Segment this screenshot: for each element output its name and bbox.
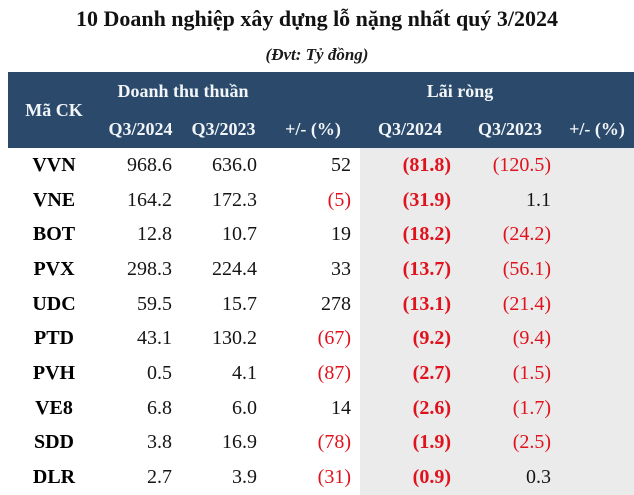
stock-code-cell: VNE (32, 188, 76, 211)
stock-code-cell: VVN (32, 153, 76, 176)
revenue-q3-2024-cell: 6.8 (147, 396, 172, 419)
profit-q3-2023-cell: (24.2) (460, 217, 561, 253)
profit-q3-2024-cell: (2.6) (360, 390, 460, 426)
profit-q3-2023-cell: (9.4) (460, 321, 561, 357)
profit-q3-2023-cell: (56.1) (460, 252, 561, 287)
table-body: VVN 968.6 636.0 52 (81.8) (120.5) VNE 164.2 172.… (8, 148, 634, 495)
profit-q3-2023-cell: (1.7) (460, 390, 561, 426)
group-header-row: Mã CK Doanh thu thuần Lãi ròng (8, 72, 634, 148)
table-row: DLR 2.7 3.9 (31) (0.9) 0.3 (8, 460, 634, 495)
revenue-q3-2023-cell: 15.7 (222, 292, 257, 315)
profit-q3-2024-cell: (81.8) (360, 148, 460, 183)
table-row: VE8 6.8 6.0 14 (2.6) (1.7) (8, 390, 634, 426)
group-header-revenue: Doanh thu thuần (100, 72, 266, 110)
profit-q3-2024-cell: (13.7) (360, 252, 460, 287)
header-cell-profit-change: +/- (%) (560, 110, 634, 148)
profit-q3-2023-cell: 1.1 (460, 182, 561, 218)
profit-change-cell (560, 148, 634, 183)
revenue-q3-2024-cell: 43.1 (137, 327, 172, 350)
page-title: 10 Doanh nghiệp xây dựng lỗ nặng nhất qu… (75, 6, 559, 31)
table-row: SDD 3.8 16.9 (78) (1.9) (2.5) (8, 425, 634, 461)
profit-q3-2023-cell: (21.4) (460, 286, 561, 322)
profit-q3-2024-cell: (1.9) (360, 425, 460, 461)
profit-q3-2023-cell: (120.5) (460, 148, 561, 183)
revenue-change-cell: (67) (317, 327, 351, 350)
revenue-q3-2023-cell: 172.3 (212, 188, 257, 211)
stock-code-cell: PVH (32, 361, 76, 384)
revenue-change-cell: 19 (331, 223, 351, 246)
revenue-q3-2024-cell: 968.6 (127, 153, 172, 176)
table-row: UDC 59.5 15.7 278 (13.1) (21.4) (8, 286, 634, 322)
revenue-change-cell: (31) (317, 466, 351, 489)
header-cell-revenue-q3-2024: Q3/2024 (100, 110, 181, 148)
profit-change-cell (560, 356, 634, 391)
profit-change-cell (560, 425, 634, 461)
profit-q3-2024-cell: (2.7) (360, 356, 460, 391)
profit-change-cell (560, 390, 634, 426)
profit-change-cell (560, 286, 634, 322)
profit-q3-2024-cell: (0.9) (360, 460, 460, 495)
revenue-q3-2023-cell: 10.7 (222, 223, 257, 246)
table-row: VNE 164.2 172.3 (5) (31.9) 1.1 (8, 182, 634, 218)
stock-code-cell: SDD (33, 431, 74, 454)
header-cell-revenue-change: +/- (%) (266, 110, 360, 148)
revenue-q3-2024-cell: 59.5 (137, 292, 172, 315)
loss-table: Mã CK Doanh thu thuần Lãi ròng Q3/2024 Q… (8, 72, 634, 495)
header-cell-revenue-q3-2023: Q3/2023 (181, 110, 266, 148)
profit-q3-2024-cell: (31.9) (360, 182, 460, 218)
header-spacer (560, 72, 634, 110)
stock-code-cell: PVX (33, 257, 75, 280)
sub-header-row: Q3/2024 Q3/2023 +/- (%) Q3/2024 Q3/2023 … (8, 110, 634, 148)
revenue-q3-2024-cell: 2.7 (147, 466, 172, 489)
stock-code-cell: VE8 (35, 396, 73, 419)
table-header: Mã CK Doanh thu thuần Lãi ròng Q3/2024 Q… (8, 72, 634, 148)
revenue-q3-2023-cell: 636.0 (212, 153, 257, 176)
table-row: PVX 298.3 224.4 33 (13.7) (56.1) (8, 252, 634, 287)
profit-change-cell (560, 182, 634, 218)
table-row: BOT 12.8 10.7 19 (18.2) (24.2) (8, 217, 634, 253)
revenue-q3-2024-cell: 298.3 (127, 257, 172, 280)
revenue-change-cell: 14 (331, 396, 351, 419)
profit-change-cell (560, 252, 634, 287)
profit-change-cell (560, 321, 634, 357)
stock-code-cell: BOT (32, 223, 76, 246)
profit-change-cell (560, 460, 634, 495)
revenue-q3-2023-cell: 16.9 (222, 431, 257, 454)
revenue-q3-2024-cell: 0.5 (147, 361, 172, 384)
table-row: VVN 968.6 636.0 52 (81.8) (120.5) (8, 148, 634, 183)
revenue-q3-2023-cell: 224.4 (212, 257, 257, 280)
revenue-q3-2023-cell: 6.0 (232, 396, 257, 419)
revenue-change-cell: 278 (321, 292, 351, 315)
revenue-q3-2024-cell: 3.8 (147, 431, 172, 454)
revenue-q3-2024-cell: 164.2 (127, 188, 172, 211)
profit-q3-2023-cell: (2.5) (460, 425, 561, 461)
stock-code-cell: UDC (32, 292, 76, 315)
group-header-profit: Lãi ròng (360, 72, 561, 110)
header-spacer (266, 72, 360, 110)
revenue-change-cell: 52 (331, 153, 351, 176)
profit-q3-2023-cell: 0.3 (460, 460, 561, 495)
revenue-q3-2023-cell: 130.2 (212, 327, 257, 350)
revenue-q3-2024-cell: 12.8 (137, 223, 172, 246)
revenue-q3-2023-cell: 4.1 (232, 361, 257, 384)
header-cell-profit-q3-2024: Q3/2024 (360, 110, 460, 148)
header-cell-profit-q3-2023: Q3/2023 (460, 110, 561, 148)
stock-code-cell: DLR (32, 466, 76, 489)
profit-change-cell (560, 217, 634, 253)
revenue-change-cell: (5) (327, 188, 351, 211)
profit-q3-2024-cell: (18.2) (360, 217, 460, 253)
revenue-change-cell: 33 (331, 257, 351, 280)
profit-q3-2024-cell: (9.2) (360, 321, 460, 357)
revenue-q3-2023-cell: 3.9 (232, 466, 257, 489)
table-row: PVH 0.5 4.1 (87) (2.7) (1.5) (8, 356, 634, 391)
profit-q3-2024-cell: (13.1) (360, 286, 460, 322)
profit-q3-2023-cell: (1.5) (460, 356, 561, 391)
revenue-change-cell: (87) (317, 361, 351, 384)
unit-label: (Đvt: Tỷ đồng) (265, 45, 369, 64)
table-row: PTD 43.1 130.2 (67) (9.2) (9.4) (8, 321, 634, 357)
stock-code-cell: PTD (34, 327, 74, 350)
header-cell-ma-ck: Mã CK (8, 72, 100, 148)
revenue-change-cell: (78) (317, 431, 351, 454)
